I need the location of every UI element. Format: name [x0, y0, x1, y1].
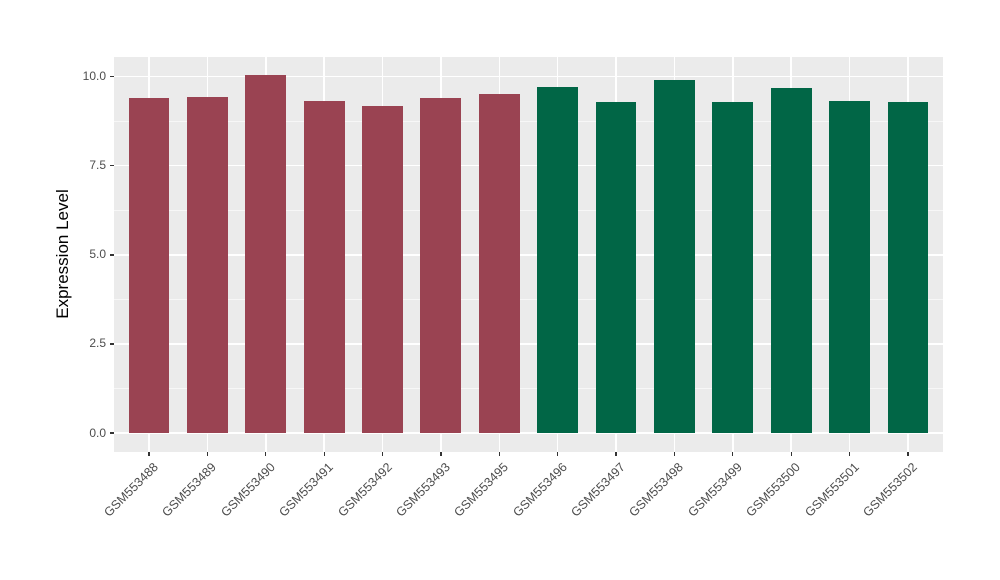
y-tick-mark	[110, 343, 114, 345]
x-tick-label: GSM553490	[218, 460, 278, 520]
y-tick-label: 7.5	[89, 158, 106, 173]
y-gridline-minor	[114, 388, 943, 390]
y-gridline-major	[114, 164, 943, 167]
x-tick-label: GSM553500	[743, 460, 804, 520]
bar	[829, 101, 871, 434]
bar	[478, 94, 520, 434]
bar	[654, 80, 695, 434]
x-tick-label: GSM553499	[685, 460, 745, 520]
bar	[537, 86, 579, 434]
bar	[595, 101, 637, 434]
x-tick-label: GSM553501	[801, 460, 862, 520]
y-tick-mark	[110, 432, 114, 434]
y-gridline-major	[114, 254, 943, 256]
x-tick-label: GSM553495	[451, 460, 512, 520]
x-tick-mark	[557, 452, 559, 456]
y-tick-label: 0.0	[89, 425, 106, 440]
y-tick-mark	[110, 75, 114, 78]
x-tick-mark	[790, 452, 792, 456]
y-gridline-minor	[114, 209, 943, 211]
x-tick-label: GSM553502	[860, 460, 920, 520]
x-tick-mark	[323, 452, 325, 456]
bar	[303, 101, 345, 434]
x-tick-mark	[615, 452, 617, 456]
y-tick-mark	[110, 254, 114, 256]
x-tick-mark	[440, 452, 442, 456]
y-tick-label: 10.0	[82, 69, 106, 84]
x-tick-mark	[206, 452, 209, 456]
x-tick-label: GSM553493	[393, 460, 453, 520]
x-tick-mark	[265, 452, 267, 456]
x-tick-mark	[148, 452, 150, 456]
x-tick-label: GSM553497	[568, 460, 628, 520]
x-tick-label: GSM553491	[276, 460, 337, 520]
y-tick-label: 5.0	[89, 247, 106, 262]
y-tick-label: 2.5	[89, 336, 106, 351]
x-tick-mark	[907, 452, 909, 456]
bar	[420, 97, 462, 434]
x-tick-mark	[381, 452, 384, 456]
x-tick-mark	[498, 452, 500, 456]
bar	[245, 75, 287, 434]
x-tick-label: GSM553492	[334, 460, 395, 520]
y-gridline-minor	[114, 120, 943, 122]
x-tick-label: GSM553488	[101, 460, 161, 520]
bar	[712, 101, 754, 434]
bar	[887, 102, 929, 434]
plot-panel	[114, 57, 943, 452]
x-tick-label: GSM553498	[626, 460, 687, 520]
bar	[128, 97, 170, 434]
x-tick-mark	[848, 452, 851, 456]
bar	[362, 105, 403, 434]
bar	[186, 96, 228, 434]
y-gridline-major	[114, 75, 943, 78]
x-tick-mark	[732, 452, 734, 456]
x-tick-label: GSM553489	[159, 460, 220, 520]
y-gridline-minor	[114, 298, 943, 300]
x-tick-label: GSM553496	[510, 460, 570, 520]
bar	[770, 88, 812, 434]
x-tick-mark	[673, 452, 676, 456]
y-tick-mark	[110, 165, 114, 167]
y-gridline-major	[114, 432, 943, 434]
y-gridline-major	[114, 343, 943, 345]
